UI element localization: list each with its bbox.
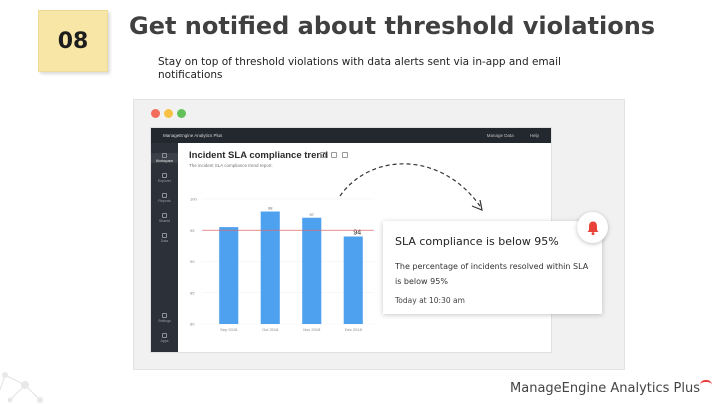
sidebar-item-shared[interactable]: Shared	[151, 213, 178, 223]
settings-icon	[162, 313, 167, 318]
reports-icon	[162, 193, 167, 198]
network-watermark	[0, 372, 43, 403]
minimize-dot[interactable]	[164, 109, 173, 118]
help-menu[interactable]: Help	[529, 133, 539, 138]
sidebar-item-settings[interactable]: Settings	[151, 313, 178, 323]
data-icon	[162, 233, 167, 238]
window-controls	[151, 109, 186, 118]
sidebar-item-workspace[interactable]: Workspace	[151, 153, 178, 163]
manage-data-menu[interactable]: Manage Data	[486, 133, 514, 138]
slide-subheading: Stay on top of threshold violations with…	[158, 56, 561, 81]
slide-heading: Get notified about threshold violations	[129, 12, 656, 40]
app-sidebar: Workspace Explorer Reports Shared Data S…	[151, 143, 178, 352]
more-icon[interactable]	[342, 152, 348, 158]
close-dot[interactable]	[151, 109, 160, 118]
app-topbar: ManageEngine Analytics Plus Manage Data …	[151, 128, 551, 143]
alert-body: The percentage of incidents resolved wit…	[395, 262, 589, 286]
logo-text: ManageEngine Analytics Plus	[510, 381, 700, 396]
maximize-dot[interactable]	[177, 109, 186, 118]
refresh-icon[interactable]	[320, 152, 326, 158]
slide-number-badge: 08	[38, 10, 108, 72]
report-toolbar	[320, 152, 348, 158]
explorer-icon	[162, 173, 167, 178]
sidebar-item-apps[interactable]: Apps	[151, 333, 178, 343]
curved-arrow	[339, 163, 483, 211]
brand-logo: ManageEngine Analytics Plus	[510, 380, 712, 396]
alert-card[interactable]: SLA compliance is below 95% The percenta…	[383, 221, 602, 314]
apps-icon	[162, 333, 167, 338]
report-title: Incident SLA compliance trend	[189, 150, 329, 161]
alert-time: Today at 10:30 am	[395, 296, 465, 305]
bell-badge	[577, 212, 608, 243]
sidebar-item-explorer[interactable]: Explorer	[151, 173, 178, 183]
edit-icon[interactable]	[331, 152, 337, 158]
workspace-icon	[162, 153, 167, 158]
bell-icon	[587, 221, 598, 235]
slide-number: 08	[57, 28, 89, 54]
report-subtitle: The incident SLA compliance trend report…	[189, 163, 273, 168]
app-brand: ManageEngine Analytics Plus	[163, 133, 223, 138]
shared-icon	[162, 213, 167, 218]
sidebar-item-data[interactable]: Data	[151, 233, 178, 243]
alert-title: SLA compliance is below 95%	[395, 235, 559, 248]
logo-arc-icon	[700, 380, 712, 385]
sidebar-item-reports[interactable]: Reports	[151, 193, 178, 203]
